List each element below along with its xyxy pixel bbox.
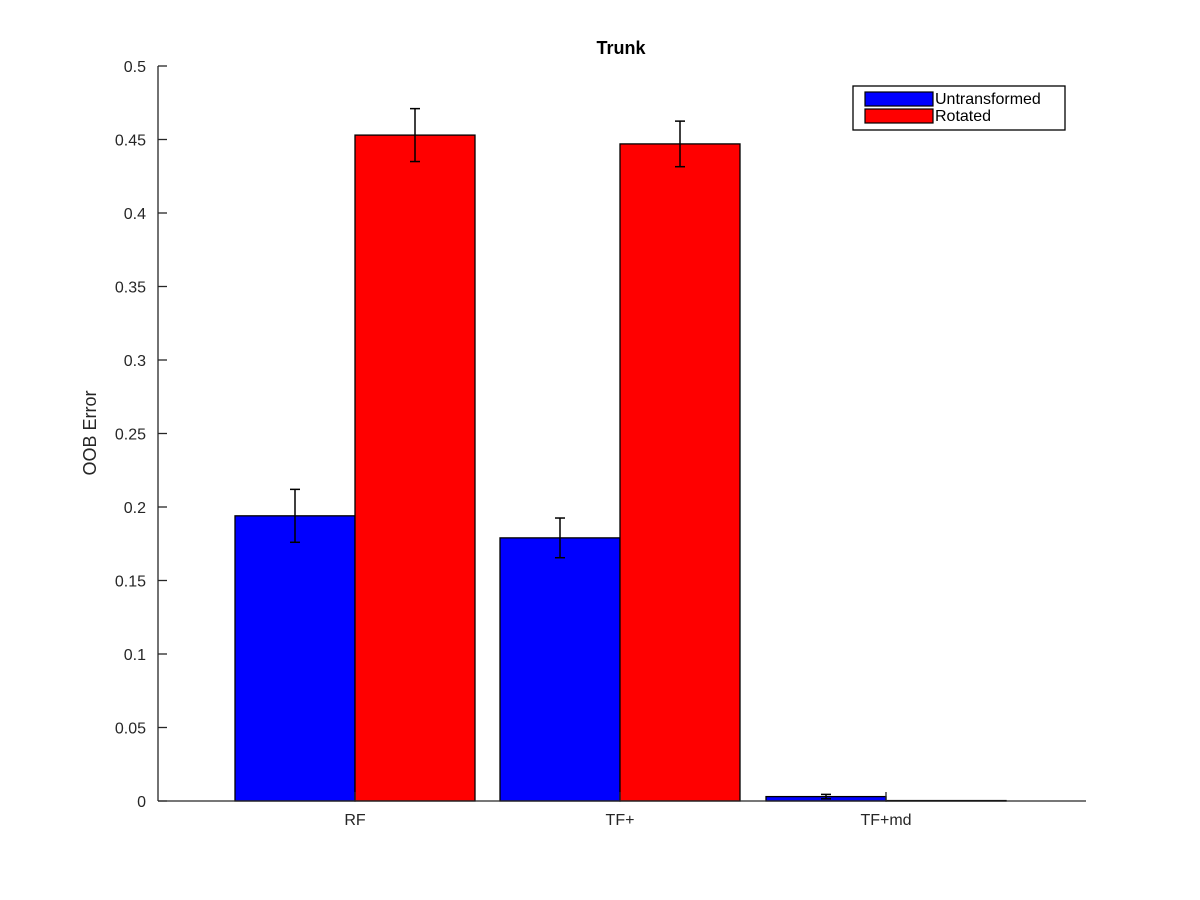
error-bars-group: [290, 107, 831, 800]
bars-group: [234, 134, 1007, 802]
y-tick-label-0: 0: [137, 794, 146, 811]
bar-rotated-tf: [619, 143, 741, 802]
bar-untransformed-tf: [499, 537, 621, 802]
legend-swatch-rotated: [864, 108, 934, 124]
y-tick-label-6: 0.3: [124, 353, 146, 370]
error-bar-rotated-rf: [410, 107, 420, 163]
legend-swatch-untransformed: [864, 91, 934, 107]
y-tick-label-2: 0.1: [124, 647, 146, 664]
legend-label-untransformed: Untransformed: [935, 91, 1041, 108]
error-bar-untransformed-tf: [555, 517, 565, 559]
y-tick-label-8: 0.4: [124, 206, 146, 223]
y-tick-label-7: 0.35: [115, 280, 146, 297]
y-tick-label-4: 0.2: [124, 500, 146, 517]
bar-rotated-rf: [354, 134, 476, 802]
error-bar-untransformed-rf: [290, 488, 300, 544]
y-tick-label-9: 0.45: [115, 133, 146, 150]
x-tick-label-tfmd: TF+md: [860, 812, 911, 829]
error-bar-untransformed-tfmd: [821, 793, 831, 800]
y-tick-label-5: 0.25: [115, 427, 146, 444]
y-tick-label-1: 0.05: [115, 721, 146, 738]
y-axis-title: OOB Error: [80, 390, 100, 475]
y-tick-label-10: 0.5: [124, 59, 146, 76]
x-tick-label-rf: RF: [344, 812, 366, 829]
bar-untransformed-rf: [234, 515, 356, 802]
x-tick-label-tf: TF+: [606, 812, 635, 829]
y-ticks-group: 0 0.05 0.1 0.15 0.2 0.25 0.3 0.35 0.4 0.45 0.5: [115, 59, 167, 811]
legend-label-rotated: Rotated: [935, 108, 991, 125]
error-bar-rotated-tf: [675, 120, 685, 168]
y-tick-label-3: 0.15: [115, 574, 146, 591]
chart-title: Trunk: [596, 38, 646, 58]
x-ticks-group: RF TF+ TF+md: [344, 792, 912, 829]
